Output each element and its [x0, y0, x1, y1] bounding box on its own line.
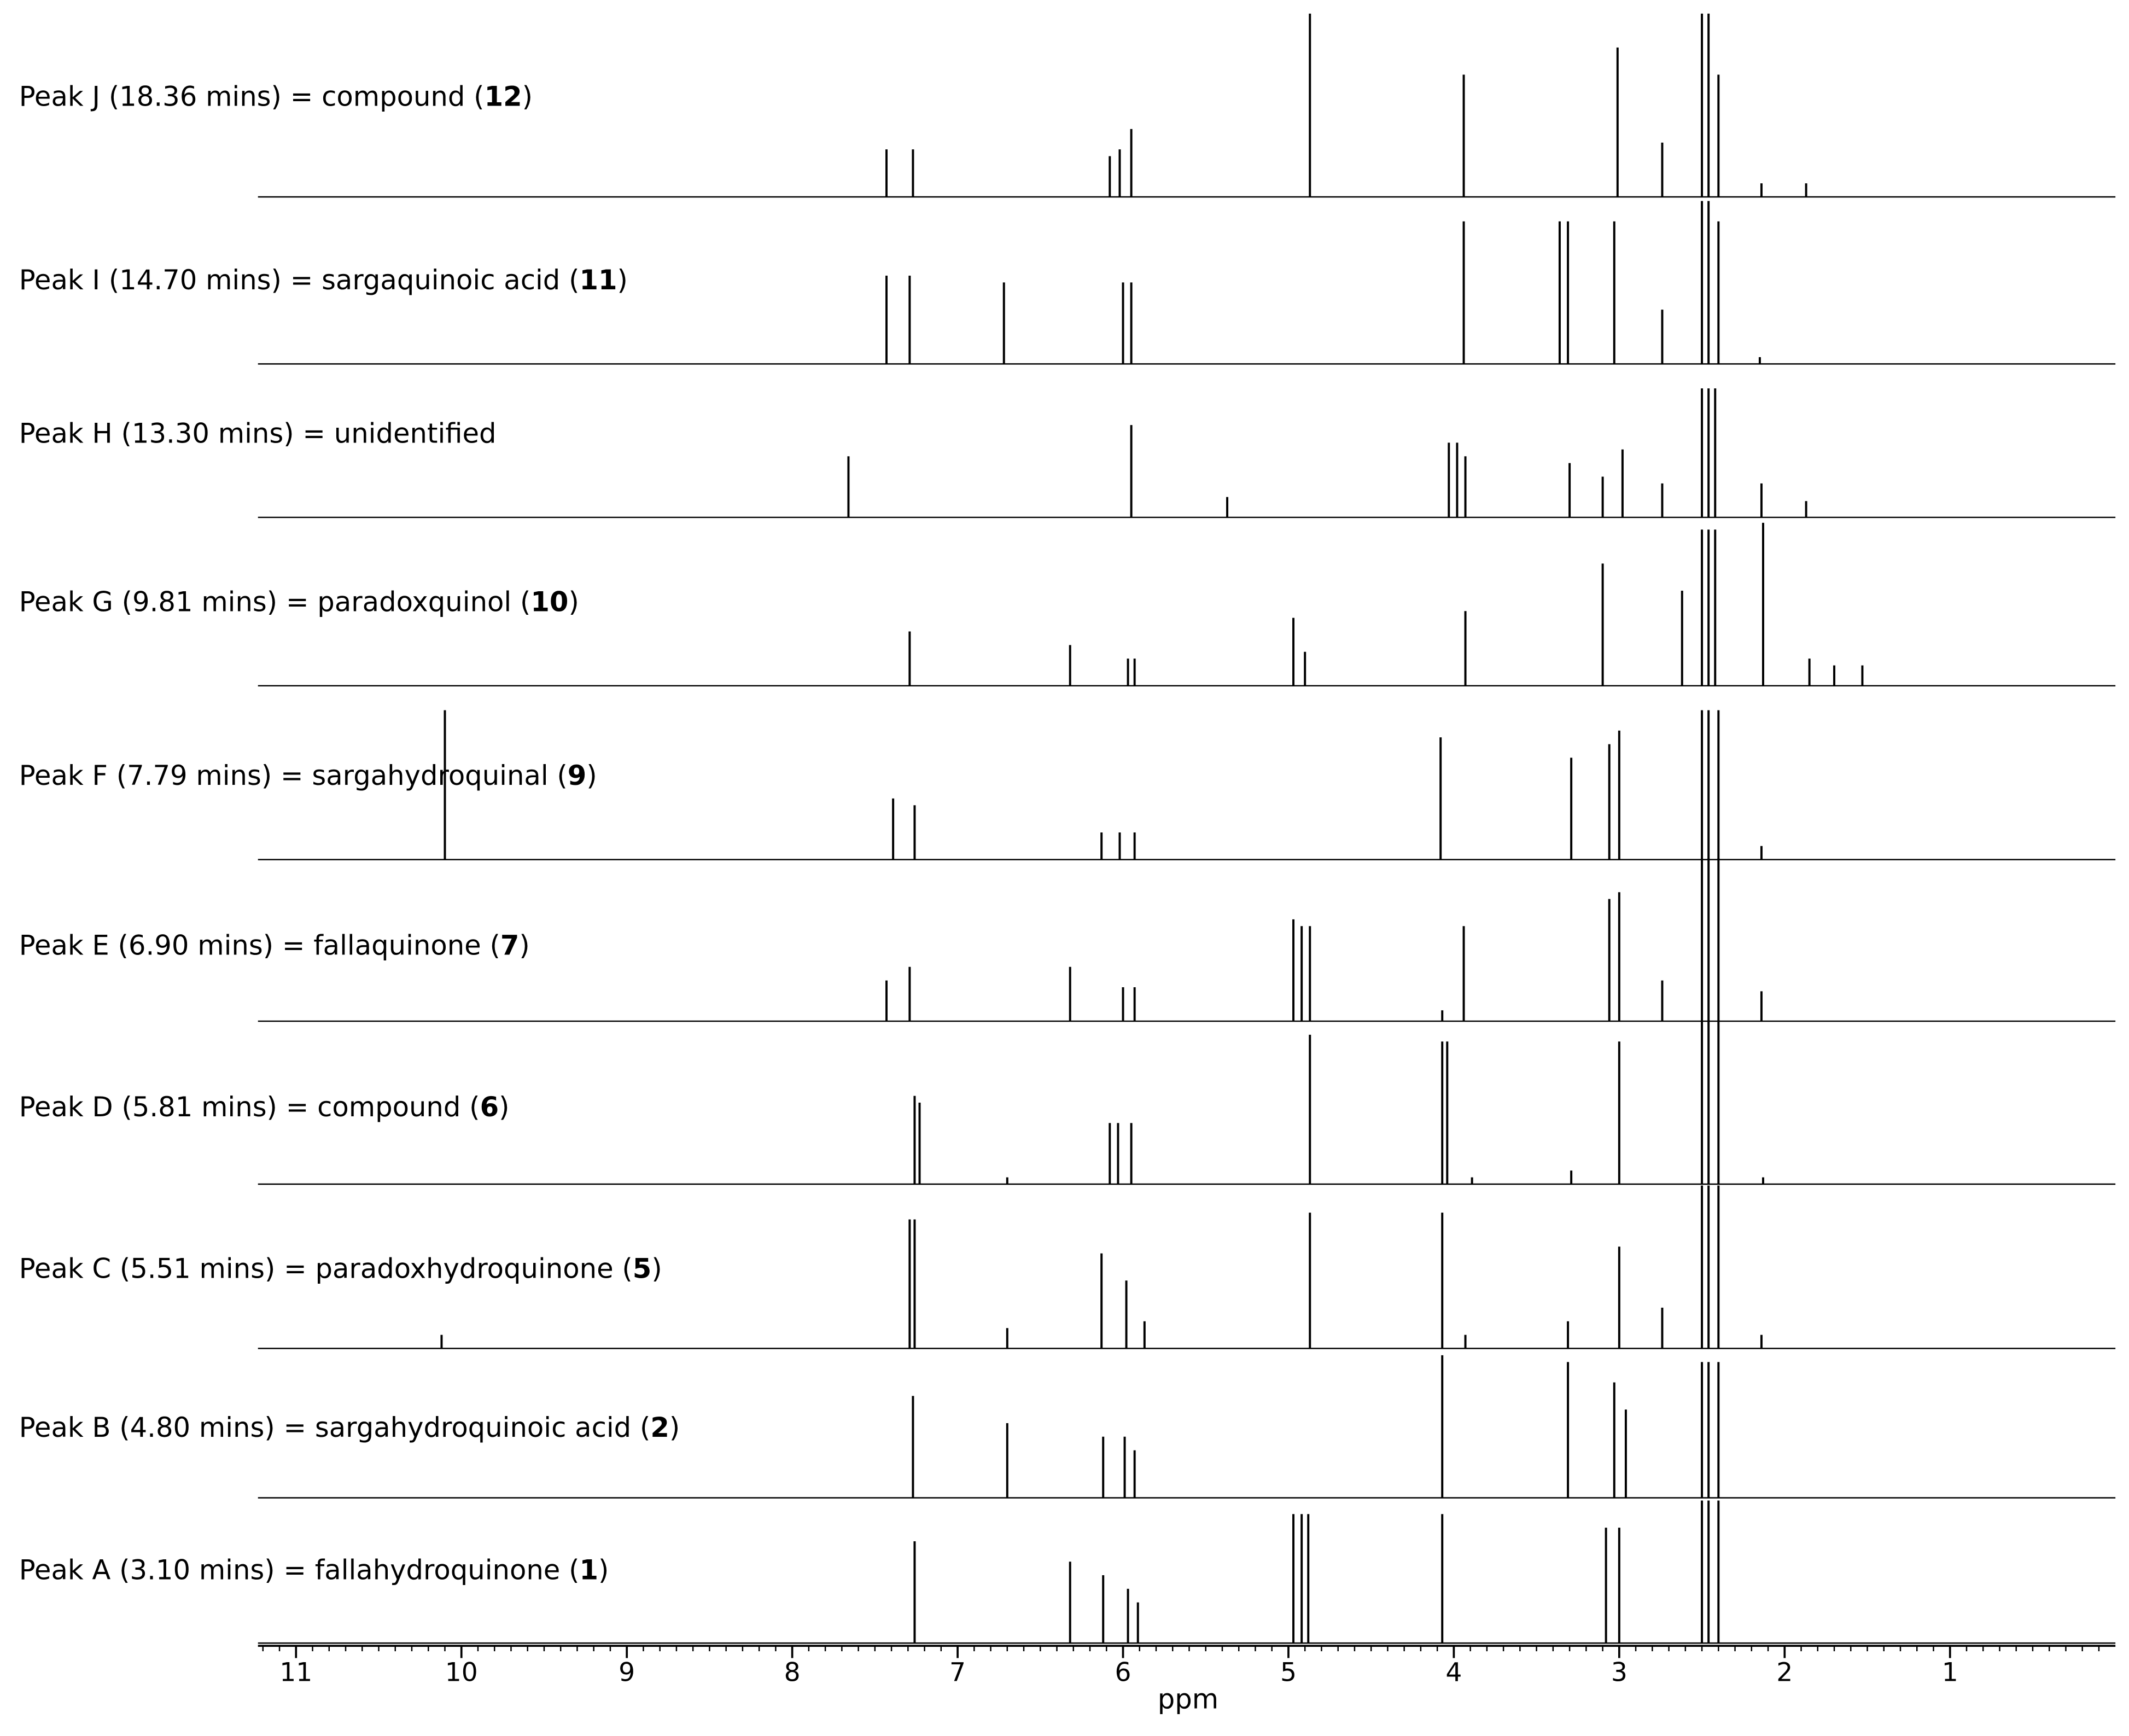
label-part: ) [586, 760, 597, 791]
x-tick-label: 5 [1280, 1658, 1297, 1688]
x-tick-label: 8 [784, 1658, 801, 1688]
spectrum-label: Peak G (9.81 mins) = paradoxquinol (10) [19, 586, 579, 617]
label-part: Peak H (13.30 mins) = unidentified [19, 417, 497, 449]
x-tick-label: 3 [1611, 1658, 1628, 1688]
label-part: ) [598, 1554, 609, 1586]
label-part: 2 [650, 1412, 669, 1443]
spectrum-label: Peak C (5.51 mins) = paradoxhydroquinone… [19, 1253, 662, 1284]
label-part: ) [522, 81, 533, 113]
x-tick-label: 1 [1942, 1658, 1958, 1688]
spectrum-label: Peak H (13.30 mins) = unidentified [19, 417, 497, 449]
x-tick-label: 9 [619, 1658, 635, 1688]
x-tick-label: 11 [279, 1658, 312, 1688]
label-part: 11 [579, 264, 617, 296]
label-part: 7 [500, 929, 520, 961]
spectrum-label: Peak B (4.80 mins) = sargahydroquinoic a… [19, 1412, 680, 1443]
label-part: Peak F (7.79 mins) = sargahydroquinal ( [19, 760, 568, 791]
label-part: ) [669, 1412, 680, 1443]
label-part: ) [519, 929, 529, 961]
spectrum-label: Peak A (3.10 mins) = fallahydroquinone (… [19, 1554, 609, 1586]
label-part: 12 [485, 81, 522, 113]
x-tick-label: 6 [1115, 1658, 1131, 1688]
label-part: ) [499, 1091, 509, 1123]
x-tick-label: 7 [949, 1658, 966, 1688]
spectrum-label: Peak I (14.70 mins) = sargaquinoic acid … [19, 264, 628, 296]
x-tick-label: 4 [1445, 1658, 1462, 1688]
label-part: ) [617, 264, 628, 296]
spectrum-label: Peak F (7.79 mins) = sargahydroquinal (9… [19, 760, 597, 791]
x-axis-label: ppm [1158, 1683, 1218, 1715]
label-part: Peak E (6.90 mins) = fallaquinone ( [19, 929, 500, 961]
label-part: 5 [633, 1253, 652, 1284]
label-part: 9 [568, 760, 587, 791]
spectrum-label: Peak D (5.81 mins) = compound (6) [19, 1091, 510, 1123]
label-part: 10 [530, 586, 568, 617]
label-part: Peak G (9.81 mins) = paradoxquinol ( [19, 586, 531, 617]
label-part: Peak C (5.51 mins) = paradoxhydroquinone… [19, 1253, 633, 1284]
label-part: Peak I (14.70 mins) = sargaquinoic acid … [19, 264, 580, 296]
spectrum-label: Peak J (18.36 mins) = compound (12) [19, 81, 533, 113]
label-part: 6 [480, 1091, 499, 1123]
spectrum-label: Peak E (6.90 mins) = fallaquinone (7) [19, 929, 530, 961]
x-tick-label: 2 [1776, 1658, 1793, 1688]
label-part: ) [651, 1253, 662, 1284]
label-part: 1 [579, 1554, 598, 1586]
label-part: ) [568, 586, 579, 617]
label-part: Peak A (3.10 mins) = fallahydroquinone ( [19, 1554, 580, 1586]
label-part: Peak D (5.81 mins) = compound ( [19, 1091, 480, 1123]
x-tick-label: 10 [445, 1658, 478, 1688]
label-part: Peak B (4.80 mins) = sargahydroquinoic a… [19, 1412, 651, 1443]
label-part: Peak J (18.36 mins) = compound ( [19, 81, 485, 113]
